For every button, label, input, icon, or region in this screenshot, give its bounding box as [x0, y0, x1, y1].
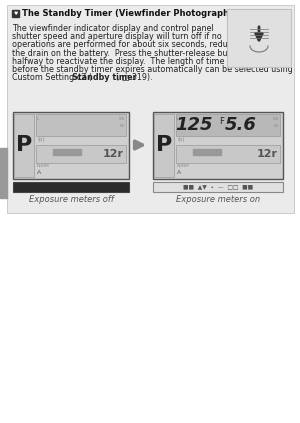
Text: 12r: 12r [257, 149, 278, 159]
Text: L: L [177, 117, 179, 121]
Text: 5.6: 5.6 [225, 116, 257, 134]
Text: before the standby timer expires automatically can be selected using: before the standby timer expires automat… [12, 65, 293, 74]
Text: 00: 00 [120, 124, 125, 128]
Text: 125: 125 [175, 116, 213, 134]
Text: NORM: NORM [37, 164, 50, 168]
Text: P: P [156, 135, 172, 155]
FancyBboxPatch shape [14, 114, 34, 177]
Text: The viewfinder indicator display and control panel: The viewfinder indicator display and con… [12, 24, 214, 33]
Text: (o): (o) [178, 137, 186, 143]
Text: operations are performed for about six seconds, reducing: operations are performed for about six s… [12, 41, 244, 49]
Text: 5/6: 5/6 [273, 117, 279, 121]
FancyBboxPatch shape [7, 5, 294, 213]
FancyBboxPatch shape [227, 9, 291, 67]
Text: P: P [16, 135, 32, 155]
Text: A: A [177, 170, 181, 175]
Text: Exposure meters on: Exposure meters on [176, 195, 260, 203]
Text: the drain on the battery.  Press the shutter-release button: the drain on the battery. Press the shut… [12, 49, 244, 58]
Text: (o): (o) [38, 137, 46, 143]
Text: shutter speed and aperture display will turn off if no: shutter speed and aperture display will … [12, 32, 222, 41]
Text: halfway to reactivate the display.  The length of time: halfway to reactivate the display. The l… [12, 57, 224, 66]
Text: 00: 00 [274, 124, 279, 128]
Bar [12, 10, 19, 17]
Bar [0, 148, 7, 198]
Text: A: A [37, 170, 41, 175]
FancyBboxPatch shape [13, 182, 129, 192]
Bar [193, 149, 221, 155]
Bar [53, 149, 81, 155]
FancyBboxPatch shape [13, 112, 129, 179]
FancyBboxPatch shape [176, 114, 280, 136]
Text: 5/6: 5/6 [119, 117, 125, 121]
FancyBboxPatch shape [153, 182, 283, 192]
Text: L: L [37, 117, 39, 121]
Text: 12r: 12r [103, 149, 124, 159]
FancyBboxPatch shape [153, 112, 283, 179]
FancyBboxPatch shape [36, 145, 126, 163]
FancyBboxPatch shape [176, 145, 280, 163]
Text: Standby timer: Standby timer [72, 73, 136, 82]
Text: ■■  ▲▼  •  —  □□  ■■: ■■ ▲▼ • — □□ ■■ [183, 184, 253, 190]
Text: Exposure meters off: Exposure meters off [28, 195, 113, 203]
Text: The Standby Timer (Viewfinder Photography): The Standby Timer (Viewfinder Photograph… [22, 9, 239, 18]
FancyBboxPatch shape [154, 114, 174, 177]
Text: , □ 319).: , □ 319). [117, 73, 152, 82]
Text: ♥: ♥ [13, 11, 18, 16]
Text: F: F [219, 116, 224, 126]
Text: NORM: NORM [177, 164, 190, 168]
FancyBboxPatch shape [36, 114, 126, 136]
Text: Custom Setting c2 (: Custom Setting c2 ( [12, 73, 92, 82]
